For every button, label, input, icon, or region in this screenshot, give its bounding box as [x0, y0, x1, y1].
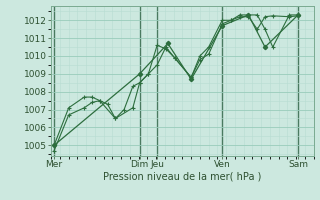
X-axis label: Pression niveau de la mer( hPa ): Pression niveau de la mer( hPa ) — [103, 172, 261, 182]
